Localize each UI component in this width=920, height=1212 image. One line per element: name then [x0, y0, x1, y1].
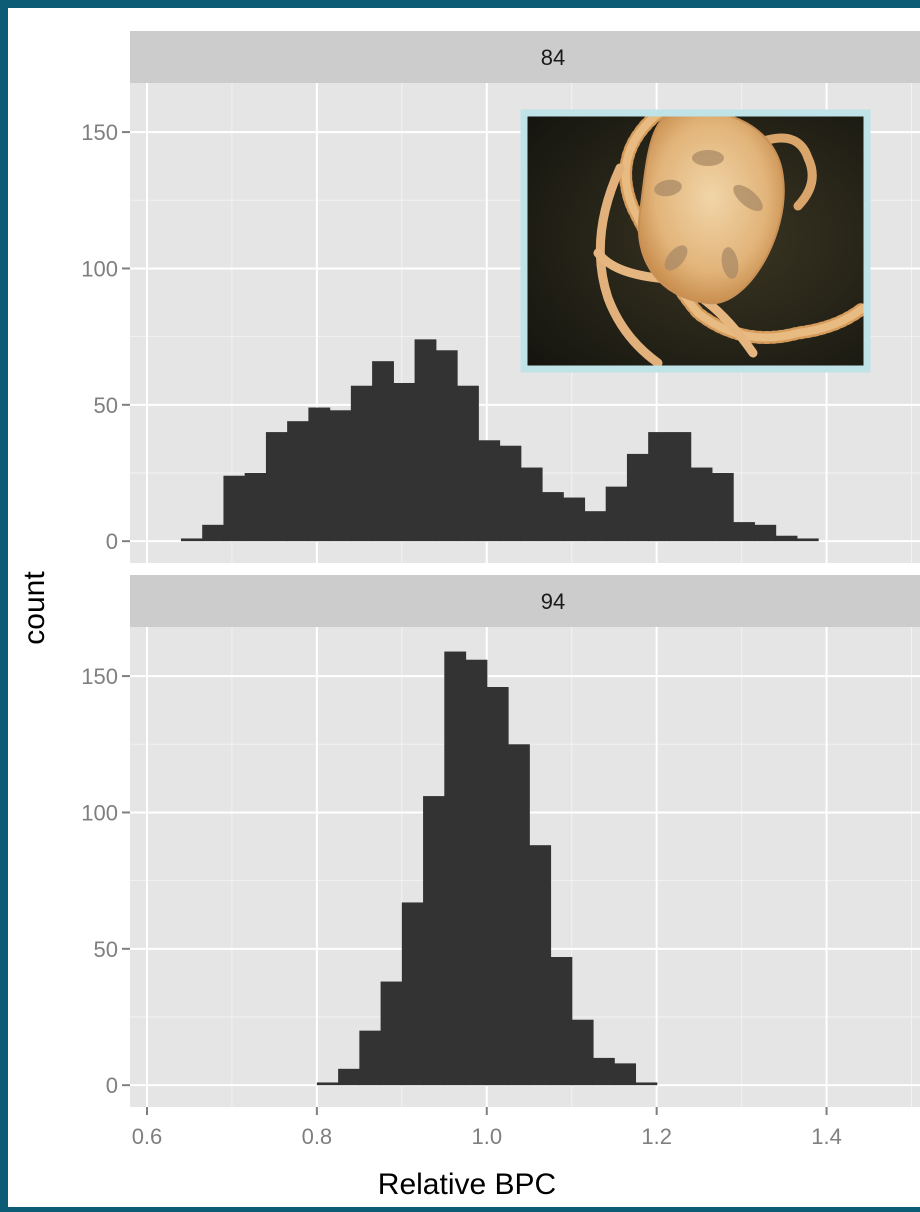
facet-label: 84 [541, 45, 565, 70]
inset-photo-frame [520, 109, 871, 373]
histogram-bar [401, 902, 424, 1086]
histogram-bar [541, 492, 564, 542]
histogram-bar [486, 687, 509, 1086]
histogram-bar [329, 410, 352, 542]
x-tick-label: 1.2 [641, 1124, 672, 1149]
y-tick-label: 150 [81, 120, 118, 145]
y-tick-label: 0 [106, 1073, 118, 1098]
inset-photo-content [522, 111, 867, 366]
histogram-bar [435, 350, 458, 542]
histogram-bar [287, 421, 309, 542]
y-tick-label: 0 [106, 529, 118, 554]
histogram-bar [550, 957, 573, 1086]
disc-plate [733, 184, 763, 212]
histogram-bar [423, 796, 445, 1086]
histogram-bar [393, 383, 416, 542]
x-tick-label: 0.8 [302, 1124, 333, 1149]
disc-plate [721, 247, 739, 279]
histogram-bar [584, 511, 607, 542]
histogram-bar [508, 744, 530, 1086]
histogram-bar [690, 467, 713, 542]
histogram-bar [571, 1019, 594, 1086]
brittle-star-arm [621, 111, 867, 342]
disc-plate [654, 179, 682, 197]
histogram-bar [457, 385, 479, 542]
facet-label: 94 [541, 589, 565, 614]
histogram-bar [180, 538, 203, 542]
brittle-star-arm [753, 133, 817, 211]
y-tick-label: 50 [94, 393, 118, 418]
x-tick-label: 1.0 [471, 1124, 502, 1149]
histogram-bar [202, 524, 225, 542]
facet-strip [130, 31, 920, 83]
histogram-bar [265, 432, 288, 542]
histogram-bar [796, 538, 819, 542]
histogram-bar [605, 486, 628, 542]
histogram-bar [529, 845, 552, 1086]
histogram-bar [244, 473, 267, 542]
y-tick-label: 50 [94, 937, 118, 962]
disc-plate [692, 150, 724, 166]
histogram-bar [669, 432, 692, 542]
histogram-bar [775, 535, 798, 542]
disc-plate [664, 245, 688, 271]
histogram-bar [465, 659, 488, 1086]
histogram-bar [635, 1082, 658, 1086]
chart-figure: 84 0 50 100 150 94 0 50 100 150 0.6 0.8 1.0 1.2 1.4 Rel… [8, 8, 920, 1207]
x-axis-title: Relative BPC [378, 1168, 556, 1201]
histogram-bar [648, 432, 671, 542]
histogram-bar [444, 651, 467, 1086]
histogram-bar [614, 1063, 637, 1086]
y-tick-label: 100 [81, 256, 118, 281]
x-tick-label: 1.4 [811, 1124, 842, 1149]
histogram-bar [754, 524, 777, 542]
histogram-bar [626, 453, 649, 542]
histogram-bar [338, 1068, 360, 1086]
histogram-bar [308, 407, 331, 542]
histogram-bar [520, 467, 543, 542]
histogram-bar [316, 1082, 339, 1086]
histogram-bar [350, 385, 373, 542]
y-tick-label: 150 [81, 664, 118, 689]
histogram-bar [478, 440, 501, 542]
x-tick-label: 0.6 [132, 1124, 163, 1149]
histogram-bar [359, 1030, 382, 1086]
histogram-bar [223, 475, 246, 542]
y-axis-title: count [18, 571, 51, 645]
histogram-bar [380, 981, 403, 1086]
histogram-bar [499, 445, 522, 542]
histogram-bar [372, 361, 394, 542]
faceted-histogram-chart: 84 0 50 100 150 94 0 50 100 150 0.6 0.8 1.0 1.2 1.4 Rel… [18, 31, 920, 1201]
histogram-bar [733, 522, 755, 542]
histogram-bar [711, 473, 734, 542]
histogram-bar [592, 1057, 615, 1086]
histogram-bar [563, 497, 586, 542]
brittle-star-arm [595, 163, 663, 366]
histogram-bar [414, 339, 437, 542]
y-tick-label: 100 [81, 800, 118, 825]
facet-strip [130, 575, 920, 627]
